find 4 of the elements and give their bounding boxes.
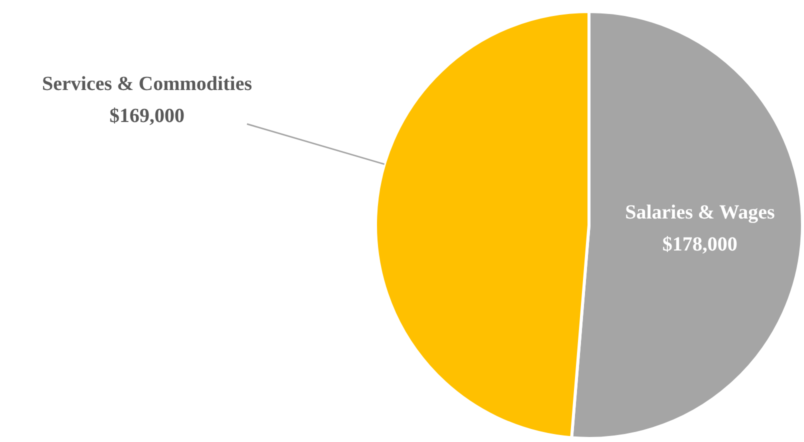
data-label: $178,000 — [662, 234, 738, 256]
slice-label: Services & Commodities — [42, 73, 252, 96]
data-label: $169,000 — [110, 105, 184, 128]
slice-label: Salaries & Wages — [625, 202, 775, 224]
